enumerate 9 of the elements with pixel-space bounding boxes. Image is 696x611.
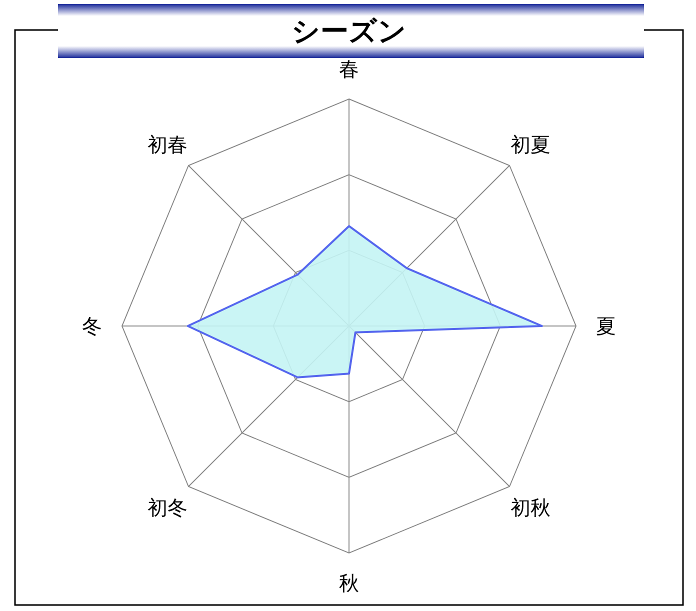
spoke-label: 秋 xyxy=(339,571,359,595)
chart-title: シーズン xyxy=(292,14,406,48)
spoke-label: 初春 xyxy=(147,132,188,156)
spoke-label: 春 xyxy=(339,57,359,81)
spoke-label: 初夏 xyxy=(510,132,551,156)
spoke-label: 冬 xyxy=(82,314,102,338)
spoke-label: 初冬 xyxy=(147,496,188,520)
spoke-label: 夏 xyxy=(596,314,616,338)
spoke-label: 初秋 xyxy=(510,496,551,520)
